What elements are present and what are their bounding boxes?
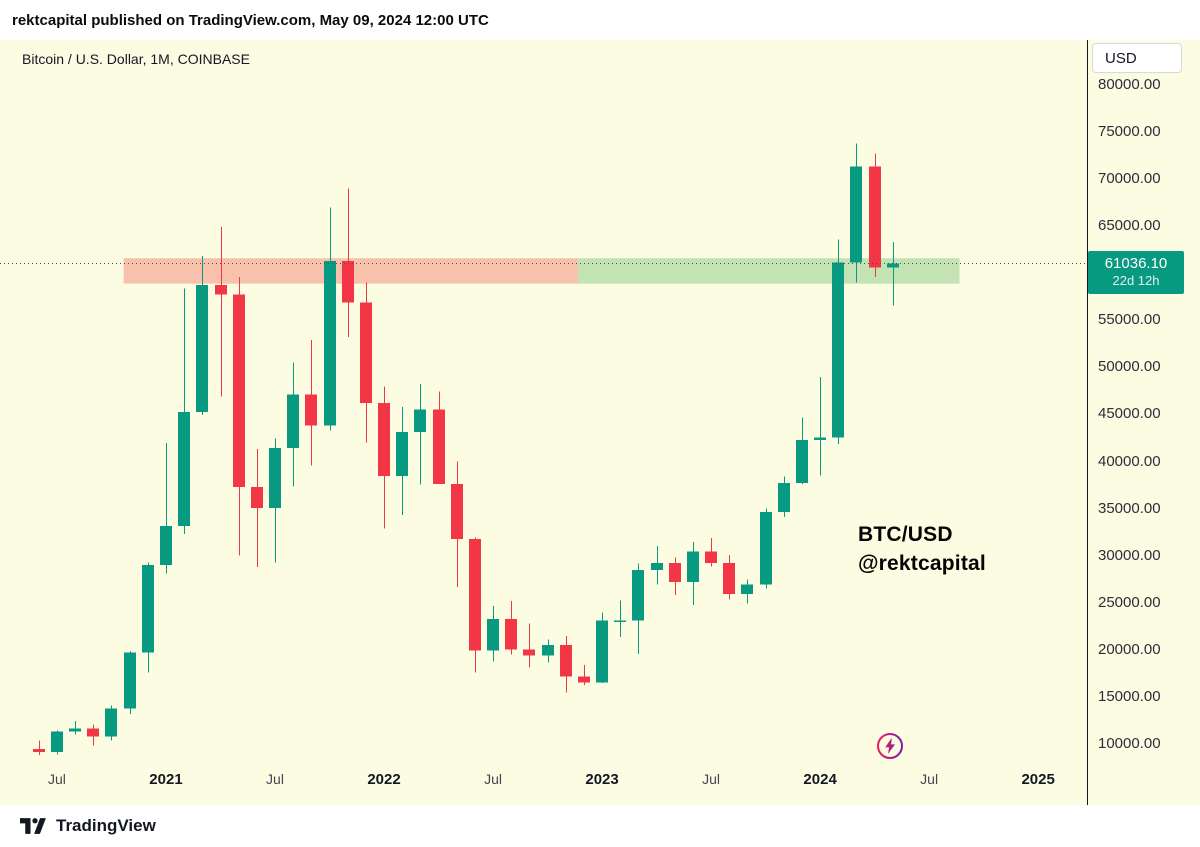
price-tick-label: 65000.00 — [1098, 217, 1161, 235]
price-chart-pane[interactable]: Jul 2021 Jul 2022 Jul 2023 Jul 2024 Jul 2025 Bitc… — [0, 40, 1088, 805]
publish-text: rektcapital published on TradingView.com… — [12, 11, 489, 29]
price-tick-label: 70000.00 — [1098, 170, 1161, 188]
price-tick-label: 20000.00 — [1098, 640, 1161, 658]
candlestick-svg[interactable]: Jul 2021 Jul 2022 Jul 2023 Jul 2024 Jul 2025 — [0, 40, 1087, 805]
x-axis-label: Jul — [920, 771, 938, 787]
x-axis-label: 2025 — [1021, 771, 1054, 788]
x-axis-label: 2023 — [585, 771, 618, 788]
x-axis-label: 2024 — [803, 771, 837, 788]
watermark-annotation: BTC/USD @rektcapital — [858, 520, 986, 578]
tradingview-brand[interactable]: TradingView — [56, 816, 156, 835]
chart-region: Jul 2021 Jul 2022 Jul 2023 Jul 2024 Jul 2025 Bitc… — [0, 40, 1200, 805]
currency-button[interactable]: USD — [1092, 43, 1182, 73]
price-tick-label: 40000.00 — [1098, 452, 1161, 470]
support-zone — [577, 258, 960, 284]
watermark-line-2: @rektcapital — [858, 552, 986, 575]
publish-bar: rektcapital published on TradingView.com… — [0, 0, 1200, 40]
candles-layer — [33, 143, 899, 755]
price-tick-label: 30000.00 — [1098, 546, 1161, 564]
x-axis-label: 2022 — [367, 771, 400, 788]
idea-flash-icon[interactable] — [876, 732, 904, 760]
price-tick-label: 80000.00 — [1098, 76, 1161, 93]
price-tick-label: 10000.00 — [1098, 734, 1161, 752]
currency-button-label: USD — [1105, 49, 1137, 67]
footer-bar: TradingView — [0, 805, 1200, 847]
price-axis[interactable]: USD 80000.0075000.0070000.0065000.006000… — [1088, 40, 1200, 805]
price-tick-label: 75000.00 — [1098, 123, 1161, 141]
tradingview-logo-icon[interactable] — [20, 818, 47, 834]
price-tick-label: 25000.00 — [1098, 593, 1161, 611]
last-price-badge: 61036.10 22d 12h — [1088, 250, 1184, 294]
x-axis-label: 2021 — [149, 771, 182, 788]
x-axis-label: Jul — [484, 771, 502, 787]
last-price-value: 61036.10 — [1104, 254, 1168, 272]
price-tick-label: 45000.00 — [1098, 405, 1161, 423]
price-tick-label: 55000.00 — [1098, 311, 1161, 329]
x-axis-label: Jul — [266, 771, 284, 787]
bar-countdown: 22d 12h — [1112, 272, 1160, 288]
price-tick-label: 35000.00 — [1098, 499, 1161, 517]
watermark-line-1: BTC/USD — [858, 523, 953, 546]
x-axis-label: Jul — [702, 771, 720, 787]
x-axis-label: Jul — [48, 771, 66, 787]
price-tick-label: 50000.00 — [1098, 358, 1161, 376]
price-tick-label: 15000.00 — [1098, 687, 1161, 705]
chart-title: Bitcoin / U.S. Dollar, 1M, COINBASE — [22, 51, 250, 67]
